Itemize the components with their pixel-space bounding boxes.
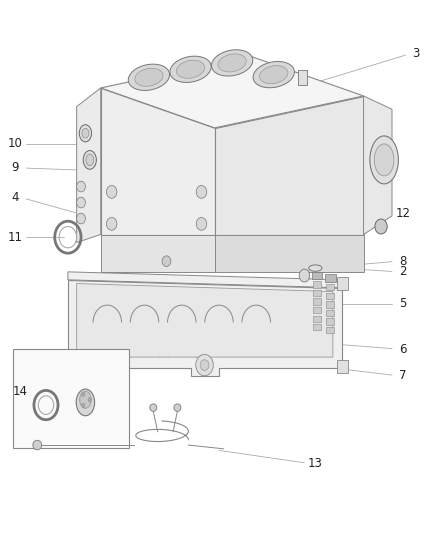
Text: 5: 5 — [399, 297, 406, 310]
Ellipse shape — [150, 404, 157, 411]
Bar — [325, 274, 336, 282]
Bar — [313, 316, 321, 322]
Text: 6: 6 — [399, 343, 407, 356]
Text: 13: 13 — [308, 457, 323, 470]
Text: 12: 12 — [396, 207, 410, 220]
Bar — [326, 284, 334, 290]
Bar — [13, 349, 129, 448]
Polygon shape — [101, 88, 215, 235]
Bar — [313, 298, 321, 305]
Bar — [313, 281, 321, 288]
Ellipse shape — [309, 265, 322, 271]
Circle shape — [299, 269, 310, 282]
Text: 10: 10 — [8, 138, 23, 150]
Circle shape — [196, 217, 207, 230]
Ellipse shape — [260, 66, 288, 84]
Circle shape — [196, 354, 213, 376]
Circle shape — [106, 185, 117, 198]
Ellipse shape — [128, 64, 170, 91]
Text: 2: 2 — [399, 265, 407, 278]
Bar — [337, 277, 348, 290]
Ellipse shape — [82, 128, 89, 138]
Bar — [326, 293, 334, 299]
Polygon shape — [68, 280, 342, 376]
Ellipse shape — [80, 391, 91, 408]
Bar — [326, 301, 334, 308]
Ellipse shape — [174, 404, 181, 411]
Polygon shape — [215, 235, 364, 272]
Polygon shape — [215, 96, 364, 235]
Ellipse shape — [370, 136, 399, 184]
Ellipse shape — [33, 440, 42, 450]
Circle shape — [200, 360, 209, 370]
Ellipse shape — [170, 56, 211, 83]
Polygon shape — [364, 96, 392, 235]
Text: 8: 8 — [399, 255, 406, 268]
Bar — [326, 327, 334, 333]
Ellipse shape — [76, 389, 95, 416]
Polygon shape — [101, 56, 364, 128]
Bar — [68, 354, 92, 368]
Ellipse shape — [79, 125, 92, 142]
Circle shape — [106, 217, 117, 230]
Polygon shape — [77, 284, 333, 357]
Bar — [312, 272, 322, 279]
Circle shape — [375, 219, 387, 234]
Ellipse shape — [135, 68, 163, 86]
Text: 4: 4 — [11, 191, 19, 204]
Polygon shape — [68, 272, 342, 288]
Circle shape — [88, 398, 92, 402]
Bar — [313, 290, 321, 296]
Ellipse shape — [218, 54, 246, 72]
Ellipse shape — [253, 61, 294, 88]
Circle shape — [81, 403, 85, 407]
Circle shape — [77, 181, 85, 192]
Bar — [326, 310, 334, 316]
Circle shape — [162, 256, 171, 266]
Bar — [326, 318, 334, 325]
Text: 7: 7 — [399, 369, 407, 382]
Circle shape — [77, 213, 85, 224]
Polygon shape — [101, 235, 215, 272]
Circle shape — [77, 197, 85, 208]
Ellipse shape — [83, 151, 96, 169]
Ellipse shape — [374, 144, 394, 176]
Bar — [337, 360, 348, 373]
Circle shape — [196, 185, 207, 198]
Ellipse shape — [86, 154, 94, 166]
Bar — [313, 324, 321, 330]
Circle shape — [81, 392, 85, 397]
Text: 11: 11 — [8, 231, 23, 244]
Ellipse shape — [212, 50, 253, 76]
Bar — [298, 70, 307, 85]
Bar — [313, 307, 321, 313]
Ellipse shape — [177, 60, 205, 78]
Text: 14: 14 — [12, 385, 27, 398]
Polygon shape — [77, 88, 101, 243]
Text: 3: 3 — [413, 47, 420, 60]
Text: 9: 9 — [11, 161, 19, 174]
